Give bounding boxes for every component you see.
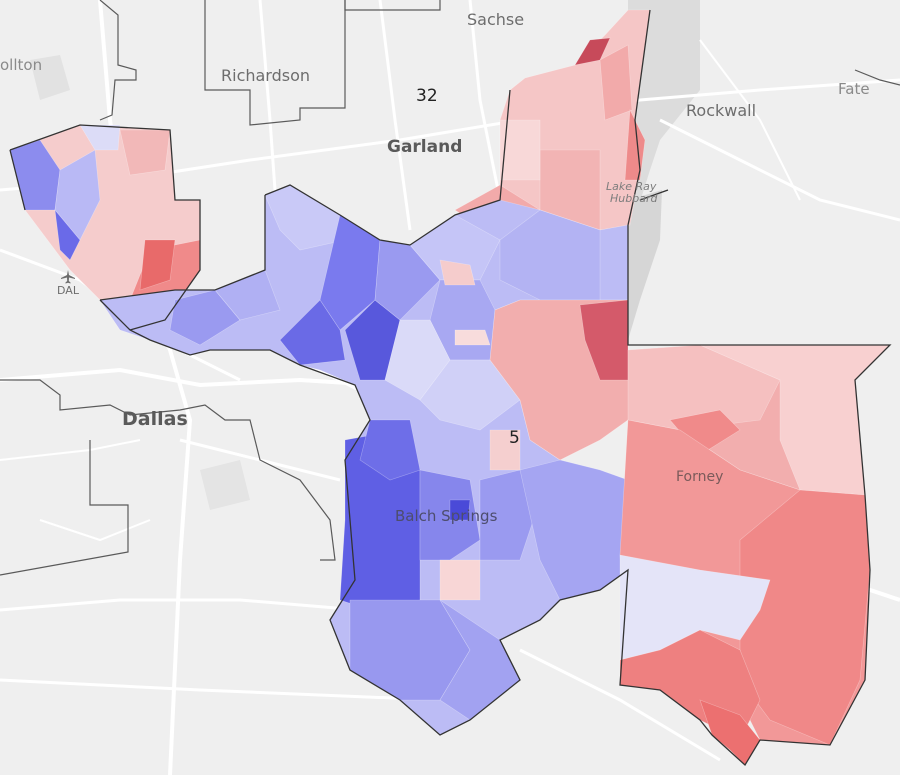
district-label-5: 5: [509, 428, 520, 448]
water-areas: [30, 0, 700, 510]
city-boundaries: [0, 0, 900, 576]
city-label-dallas: Dallas: [122, 408, 188, 430]
city-label-richardson: Richardson: [221, 66, 311, 85]
lake-label-line1: Lake Ray: [606, 180, 657, 193]
lake-label: Lake Ray Hubbard: [606, 181, 657, 205]
district-5-precincts: [99, 184, 891, 766]
district-label-32: 32: [416, 86, 438, 106]
lake-label-line2: Hubbard: [610, 192, 658, 205]
district-boundary: [9, 9, 892, 767]
airport-marker[interactable]: DAL: [54, 270, 82, 297]
city-label-balch-springs: Balch Springs: [395, 507, 498, 525]
city-label-forney: Forney: [676, 469, 724, 485]
city-label-fate: Fate: [838, 80, 870, 98]
city-label-rockwall: Rockwall: [686, 101, 757, 120]
city-label-sachse: Sachse: [467, 10, 525, 29]
airplane-icon: [61, 270, 75, 284]
city-label-garland: Garland: [387, 137, 463, 157]
airport-code: DAL: [57, 284, 79, 297]
city-label-carrollton: ollton: [0, 56, 43, 74]
